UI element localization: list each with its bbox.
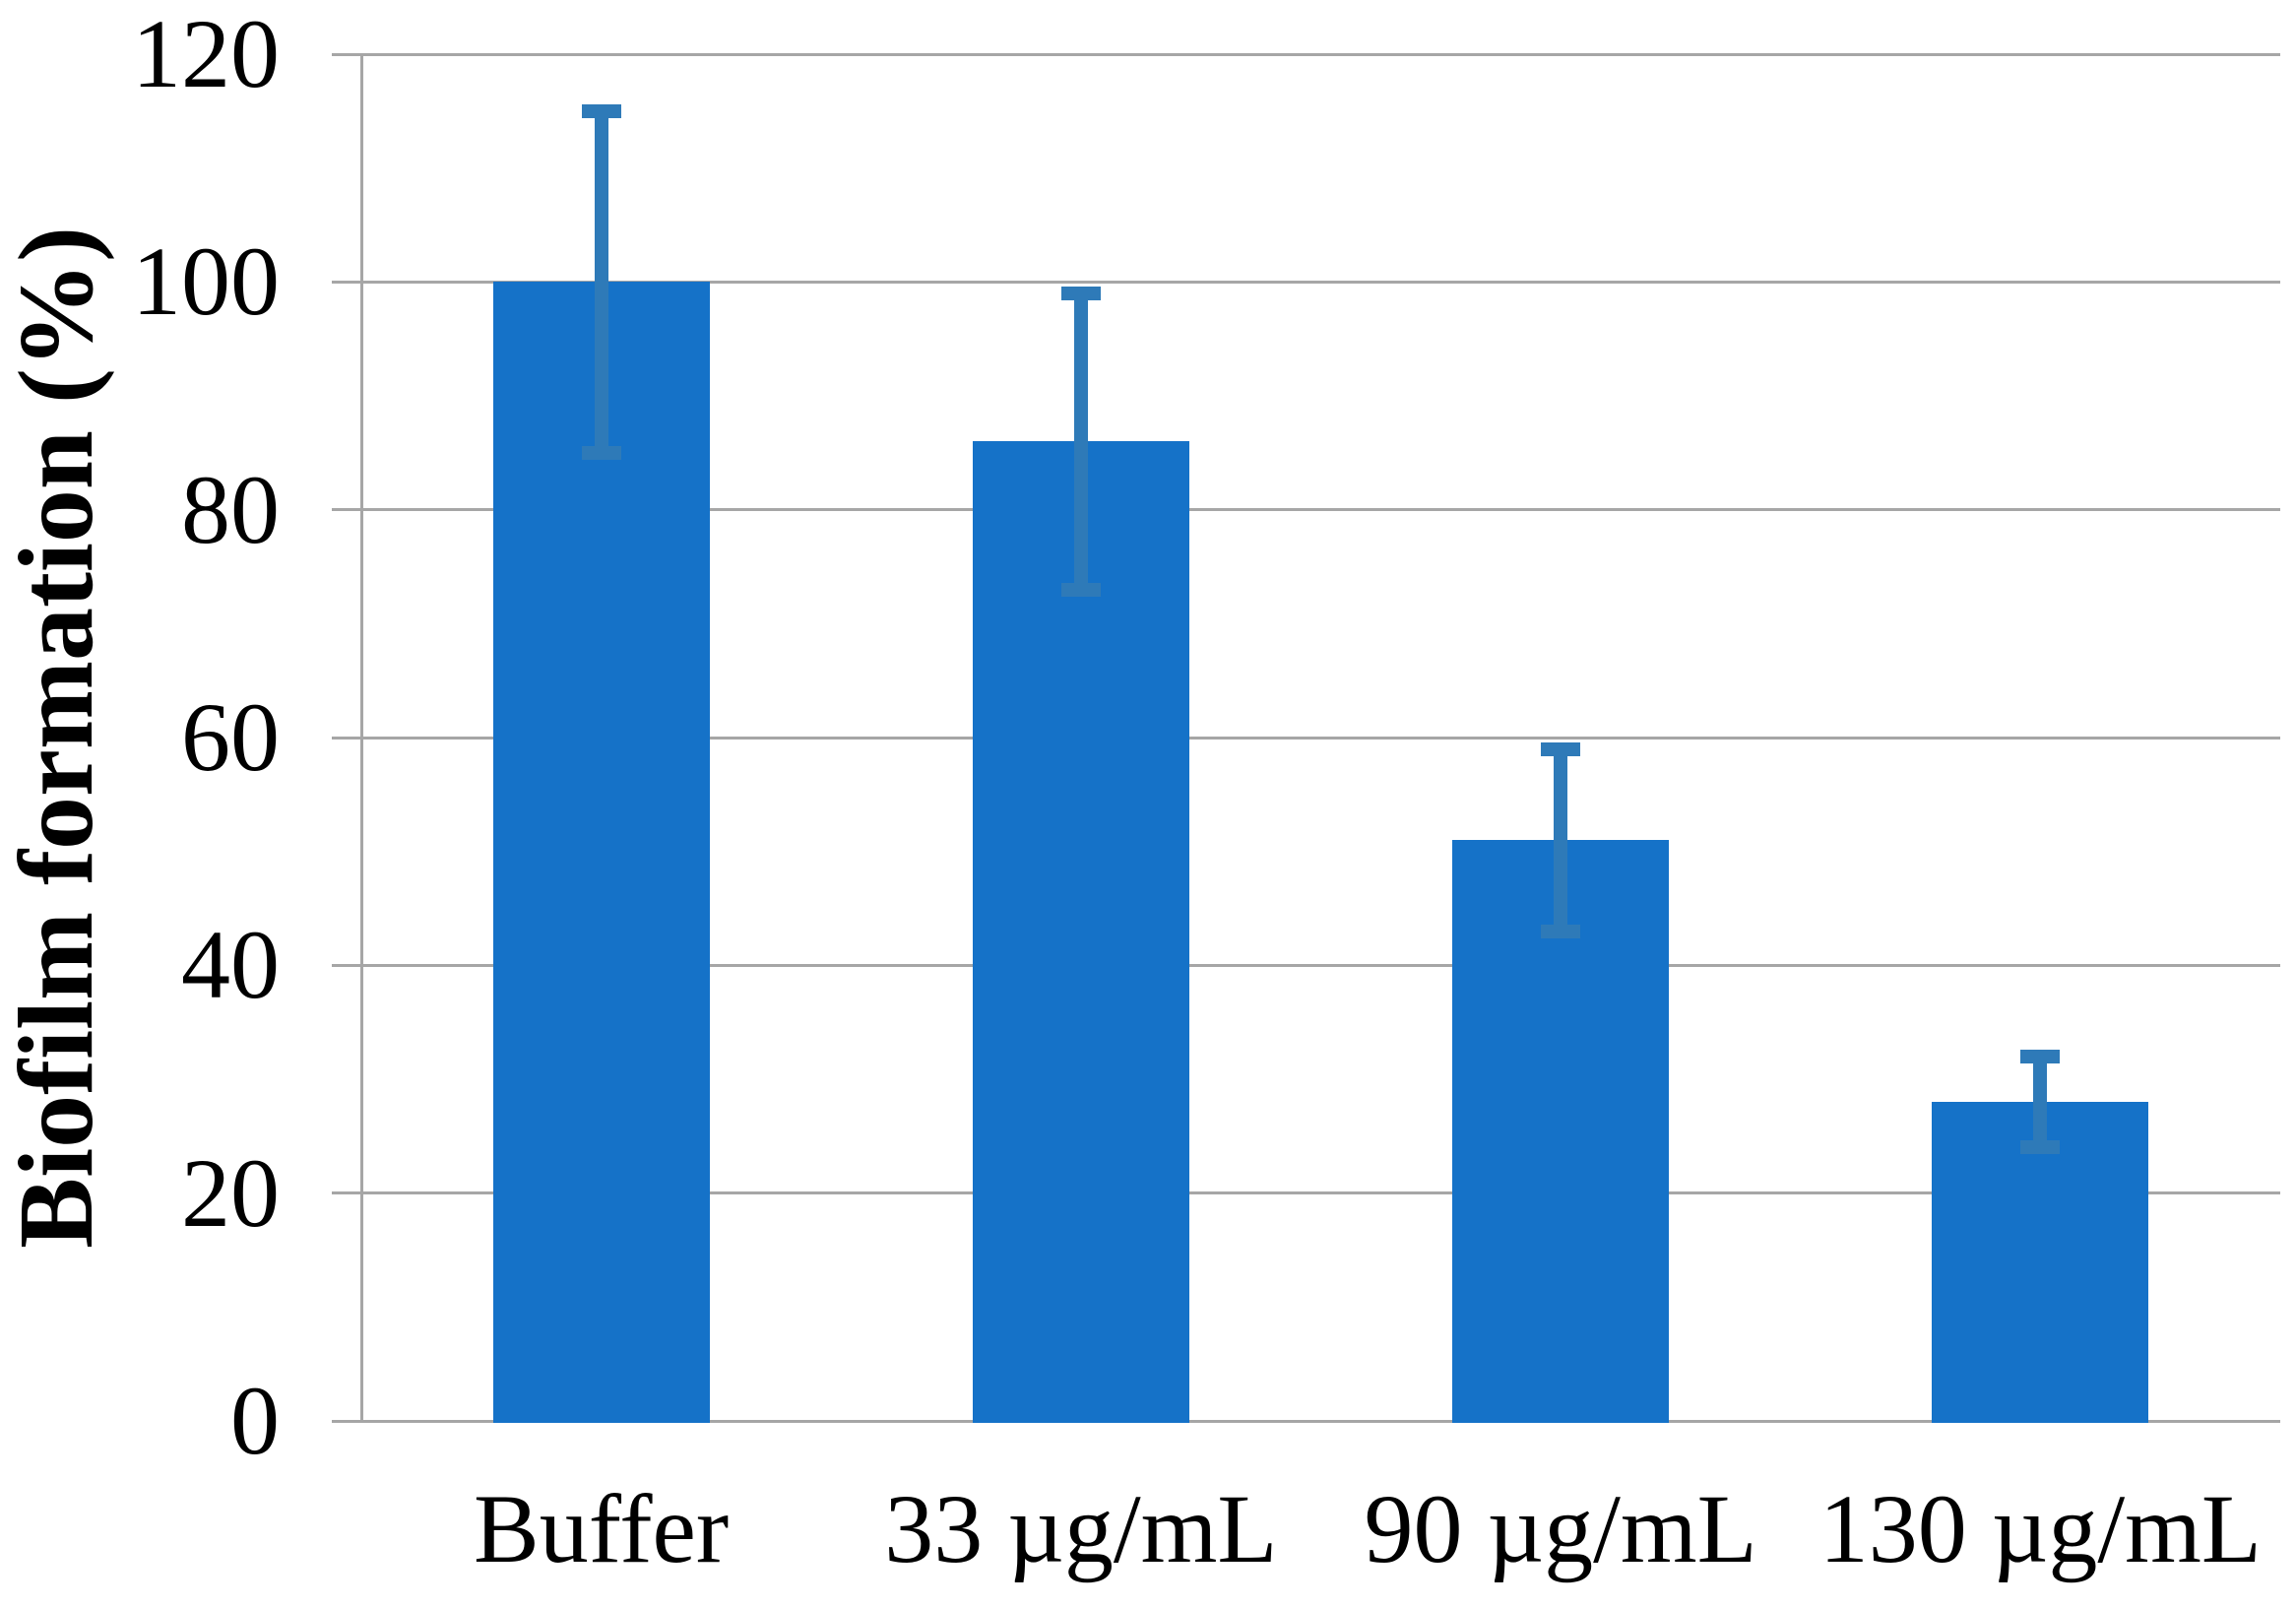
error-bar-cap-bottom [1060,582,1101,597]
error-bar-cap-bottom [1541,924,1581,938]
bar-1 [492,282,710,1423]
x-tick-label: 130 µg/mL [1818,1474,2263,1583]
y-tick-label: 20 [181,1137,280,1248]
bar-4 [1932,1102,2149,1423]
y-tick-label: 40 [181,910,280,1020]
y-tick-label: 80 [181,454,280,564]
y-tick-label: 100 [132,226,280,337]
error-bar-cap-bottom [581,445,621,460]
x-tick-label: 90 µg/mL [1364,1474,1757,1583]
bar-2 [972,441,1189,1423]
error-bar-cap-bottom [2020,1140,2061,1155]
y-tick-label: 0 [230,1366,280,1475]
gridline-y-40 [332,963,2280,967]
gridline-y-20 [332,1191,2280,1195]
gridline-y-60 [332,736,2280,740]
gridline-y-80 [332,508,2280,512]
error-bar-stem [1073,292,1088,590]
gridline-y-120 [332,52,2280,56]
y-tick-label: 60 [181,682,280,792]
error-bar-stem [1554,748,1568,932]
error-bar-cap-top [581,103,621,118]
error-bar-stem [2033,1056,2048,1148]
gridline-y-100 [332,280,2280,284]
y-axis-line [359,54,363,1423]
error-bar-cap-top [2020,1049,2061,1063]
y-tick-label: 120 [132,0,280,108]
x-tick-label: Buffer [474,1474,730,1583]
gridline-y-0 [332,1419,2280,1423]
x-tick-label: 33 µg/mL [884,1474,1278,1583]
error-bar-stem [594,110,608,453]
error-bar-cap-top [1060,286,1101,300]
error-bar-cap-top [1541,741,1581,756]
